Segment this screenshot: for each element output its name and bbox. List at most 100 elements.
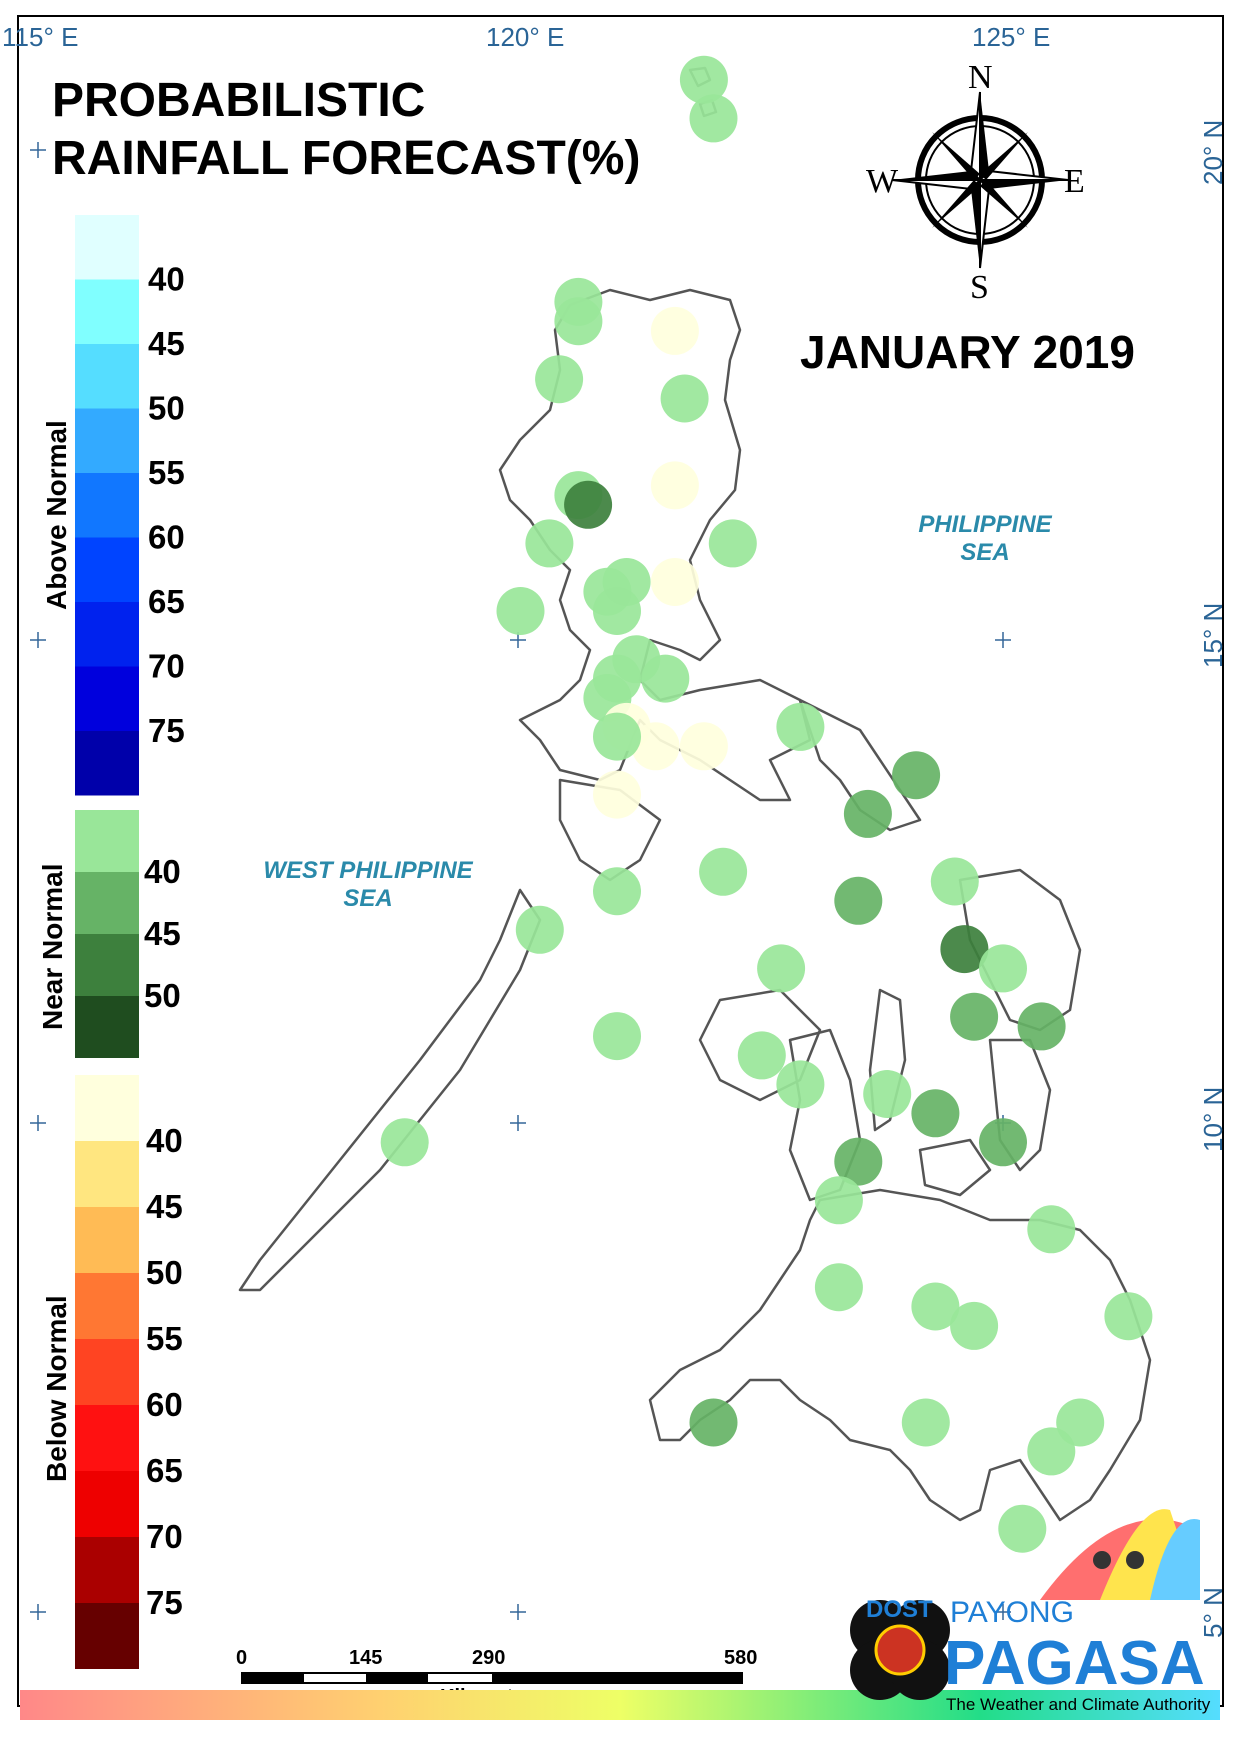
legend-near-swatch-2 (75, 872, 139, 934)
bohol-outline (918, 1138, 992, 1197)
legend-above-label-40: 40 (148, 261, 185, 298)
legend-above-label-50: 50 (148, 390, 185, 427)
forecast-station-7 (660, 374, 709, 423)
compass-label-w: W (866, 163, 899, 200)
legend-above-swatch-6 (75, 537, 139, 602)
legend-above-swatch-7 (75, 602, 139, 667)
legend-below-label-40: 40 (146, 1122, 183, 1159)
legend-below-normal: 40 45 50 55 60 65 70 75 (75, 1075, 183, 1669)
forecast-station-29 (593, 770, 641, 819)
forecast-station-48 (814, 1176, 863, 1225)
umbrella-eye-left (1093, 1551, 1111, 1569)
scale-bar-seg-3 (492, 1673, 742, 1683)
compass-arrow-e (980, 180, 1068, 189)
legend-near-swatch-4 (75, 996, 139, 1058)
compass-rose: N S E W (866, 59, 1085, 306)
forecast-station-44 (911, 1089, 960, 1138)
forecast-station-57 (689, 1398, 738, 1447)
forecast-station-34 (515, 905, 564, 954)
forecast-station-37 (979, 944, 1027, 993)
scale-bar-seg-2 (366, 1673, 428, 1683)
dost-seal-center (874, 1624, 926, 1676)
compass-arrow-ne (980, 132, 1028, 180)
forecast-station-33 (930, 857, 979, 906)
legend-above-swatch-5 (75, 473, 139, 538)
forecast-station-10 (564, 480, 613, 529)
forecast-station-35 (940, 925, 989, 974)
lat-label-15: 15° N (1198, 603, 1228, 668)
legend-below-label-55: 55 (146, 1320, 183, 1357)
legend-title-below: Below Normal (41, 1295, 72, 1482)
palawan-outline (238, 888, 542, 1292)
map-title: PROBABILISTIC RAINFALL FORECAST(%) (52, 74, 640, 185)
forecast-station-30 (593, 867, 641, 916)
title-line-1: PROBABILISTIC (52, 74, 425, 127)
forecast-station-56 (1027, 1427, 1076, 1476)
forecast-station-45 (380, 1118, 429, 1167)
forecast-station-32 (834, 876, 883, 925)
legend-below-swatch-7 (75, 1471, 139, 1537)
legend-below-label-60: 60 (146, 1386, 183, 1423)
forecast-station-47 (979, 1118, 1027, 1167)
forecast-station-31 (699, 847, 748, 896)
philippine-sea-line-2: SEA (960, 539, 1009, 566)
forecast-station-2 (689, 94, 738, 143)
bicol-outline (798, 698, 922, 832)
forecast-station-11 (525, 519, 574, 568)
forecast-station-12 (708, 519, 757, 568)
legend-below-label-65: 65 (146, 1452, 183, 1489)
title-line-2: RAINFALL FORECAST(%) (52, 132, 640, 185)
forecast-station-26 (776, 702, 825, 751)
legend-above-label-45: 45 (148, 325, 185, 362)
forecast-station-50 (814, 1263, 863, 1312)
legend-near-swatch-1 (75, 810, 139, 872)
compass-label-e: E (1064, 163, 1085, 200)
forecast-station-43 (863, 1070, 912, 1118)
umbrella-eye-right (1126, 1551, 1144, 1569)
legend-below-label-50: 50 (146, 1254, 183, 1291)
forecast-station-58 (998, 1504, 1047, 1553)
forecast-station-38 (950, 992, 999, 1041)
umbrella-panel-3 (1150, 1519, 1200, 1600)
forecast-station-1 (679, 55, 728, 104)
dost-seal-icon (850, 1600, 950, 1700)
legend-near-normal: 40 45 50 (75, 810, 181, 1058)
legend-above-label-75: 75 (148, 712, 185, 749)
legend-near-label-45: 45 (144, 915, 181, 952)
legend-below-swatch-2 (75, 1141, 139, 1207)
west-philippine-sea-line-1: WEST PHILIPPINE (263, 857, 473, 884)
bottom-rainbow-strip (20, 1690, 1220, 1720)
compass-arrow-w (892, 171, 980, 180)
pagasa-logo: DOST PAYONG PAGASA The Weather and Clima… (850, 1509, 1211, 1714)
mindanao-outline (648, 1188, 1152, 1522)
legend: 40 45 50 55 60 65 70 75 40 45 50 40 45 50 55 60 65 70 75… (37, 215, 185, 1669)
scale-label-145: 145 (349, 1647, 382, 1669)
forecast-station-41 (737, 1031, 786, 1080)
legend-below-swatch-3 (75, 1207, 139, 1273)
compass-label-n: N (968, 59, 993, 96)
forecast-station-6 (650, 306, 699, 355)
legend-below-label-45: 45 (146, 1188, 183, 1225)
legend-above-label-65: 65 (148, 583, 185, 620)
forecast-station-23 (631, 722, 680, 771)
cebu-outline (868, 988, 907, 1132)
legend-above-swatch-3 (75, 344, 139, 409)
logo-dost: DOST (866, 1596, 933, 1623)
forecast-station-5 (535, 355, 584, 404)
legend-above-label-55: 55 (148, 454, 185, 491)
graticule (30, 142, 1011, 1620)
west-philippine-sea-line-2: SEA (343, 885, 392, 912)
forecast-station-4 (554, 297, 603, 346)
forecast-station-36 (757, 944, 806, 993)
logo-pagasa: PAGASA (944, 1629, 1205, 1698)
compass-label-s: S (970, 269, 989, 306)
legend-below-swatch-8 (75, 1537, 139, 1603)
legend-above-swatch-1 (75, 215, 139, 280)
map-frame (17, 15, 1224, 1707)
forecast-station-39 (1017, 1002, 1066, 1051)
legend-above-label-60: 60 (148, 519, 185, 556)
legend-below-swatch-1 (75, 1075, 139, 1141)
legend-title-above: Above Normal (41, 420, 72, 610)
forecast-station-54 (901, 1398, 950, 1447)
sea-labels: PHILIPPINE SEA WEST PHILIPPINE SEA (263, 511, 1052, 912)
